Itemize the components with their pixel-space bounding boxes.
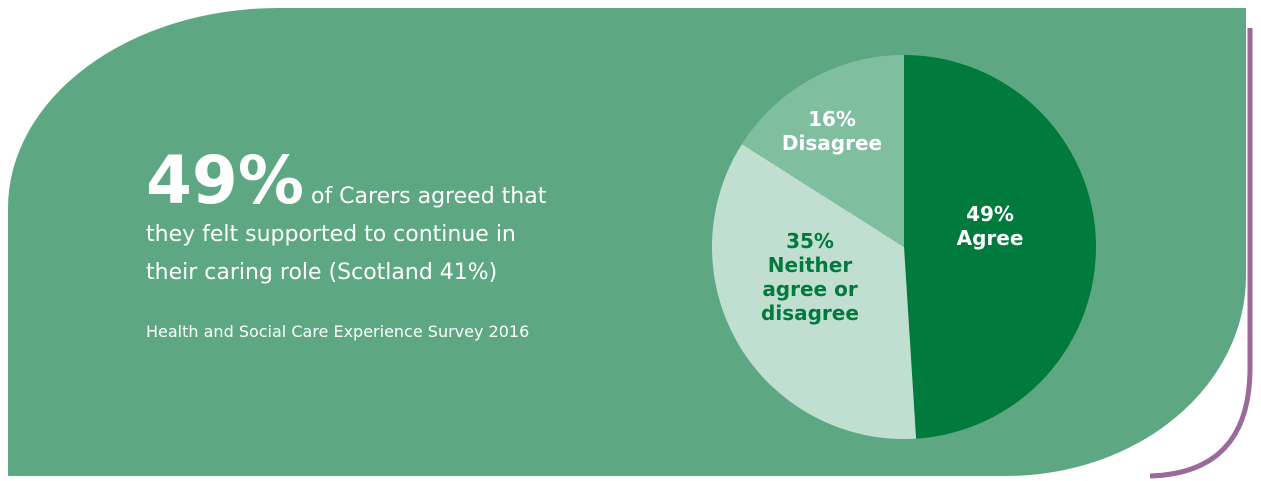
pie-slice <box>741 55 904 247</box>
headline-value: 49% <box>146 142 304 219</box>
slice-label: 35% Neither agree or disagree <box>761 229 859 325</box>
pie-slice <box>904 55 1096 439</box>
slice-label: 16% Disagree <box>782 107 882 155</box>
slice-label: 49% Agree <box>957 202 1024 250</box>
pie-slice <box>712 144 917 439</box>
headline: 49% of Carers agreed that they felt supp… <box>146 148 666 292</box>
accent-border <box>1150 28 1253 479</box>
headline-text-2: they felt supported to continue in <box>146 222 516 247</box>
headline-text-1: of Carers agreed that <box>303 184 547 209</box>
headline-text-3: their caring role (Scotland 41%) <box>146 260 498 285</box>
source-note: Health and Social Care Experience Survey… <box>146 322 530 341</box>
